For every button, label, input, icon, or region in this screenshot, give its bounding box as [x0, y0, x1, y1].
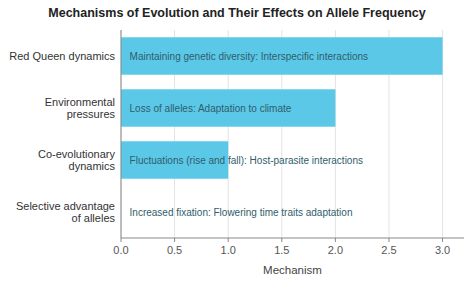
- bar-annotation: Loss of alleles: Adaptation to climate: [130, 103, 292, 114]
- x-tick-label: 1.5: [274, 244, 289, 256]
- x-tick: [388, 238, 389, 242]
- x-axis-label: Mechanism: [263, 264, 322, 276]
- y-tick-label: Selective advantageof alleles: [16, 200, 116, 225]
- x-tick: [281, 238, 282, 242]
- x-tick: [121, 238, 122, 242]
- x-axis: [121, 238, 464, 239]
- y-tick-label: Environmentalpressures: [45, 96, 116, 121]
- bar-annotation: Maintaining genetic diversity: Interspec…: [130, 51, 368, 62]
- bar-annotation: Fluctuations (rise and fall): Host-paras…: [130, 155, 363, 166]
- grid-line: [121, 30, 122, 238]
- grid: [121, 30, 443, 238]
- bars: [121, 37, 443, 178]
- bar-annotation: Increased fixation: Flowering time trait…: [130, 207, 353, 218]
- x-tick: [174, 238, 175, 242]
- x-tick-label: 2.5: [381, 244, 396, 256]
- x-tick: [228, 238, 229, 242]
- y-tick-label: Red Queen dynamics: [9, 50, 115, 62]
- x-tick: [335, 238, 336, 242]
- x-tick-label: 3.0: [435, 244, 450, 256]
- y-tick-label: Co-evolutionarydynamics: [38, 148, 116, 173]
- x-tick: [442, 238, 443, 242]
- y-axis: [121, 30, 122, 238]
- chart: Mechanisms of Evolution and Their Effect…: [0, 0, 474, 282]
- x-tick-label: 0.5: [167, 244, 182, 256]
- x-tick-label: 0.0: [113, 244, 128, 256]
- x-tick-label: 1.0: [221, 244, 236, 256]
- title: Mechanisms of Evolution and Their Effect…: [48, 6, 425, 20]
- bar: [121, 89, 335, 126]
- x-tick-label: 2.0: [328, 244, 343, 256]
- bar: [121, 37, 443, 74]
